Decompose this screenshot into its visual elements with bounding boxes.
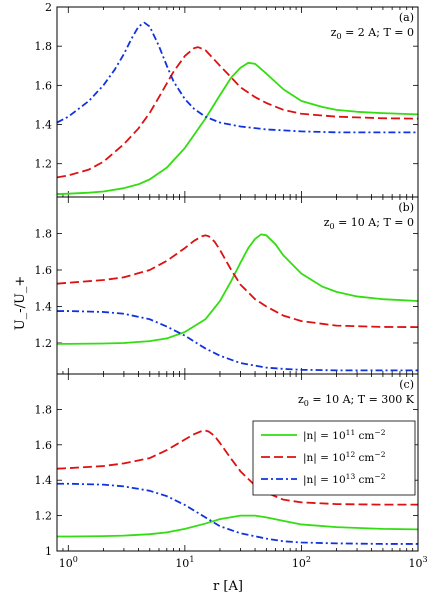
series-line-1 xyxy=(57,61,418,195)
panel-annotation: z0 = 10 A; T = 300 K xyxy=(298,393,415,408)
x-tick-label: 102 xyxy=(292,555,311,570)
panel-label: (a) xyxy=(399,11,414,24)
y-axis-label: U_-/U_+ xyxy=(13,276,28,331)
y-tick-label: 2 xyxy=(45,1,52,14)
y-tick-label: 1.4 xyxy=(35,474,53,487)
series-line-3 xyxy=(57,482,418,545)
y-tick-label: 1.6 xyxy=(35,264,53,277)
x-tick-labels: 100 101 102 103 xyxy=(59,555,428,570)
series-line-1 xyxy=(57,233,418,345)
panel-annotation: z0 = 2 A; T = 0 xyxy=(331,26,414,41)
y-tick-label: 1.6 xyxy=(35,439,53,452)
x-tick-label: 103 xyxy=(408,555,427,570)
y-tick-label: 1.4 xyxy=(35,300,53,313)
panel-annotation: z0 = 10 A; T = 0 xyxy=(324,216,414,231)
panel-label: (c) xyxy=(399,378,414,391)
legend-entry: |n| = 1012 cm−2 xyxy=(303,450,386,465)
y-tick-label: 1 xyxy=(45,545,52,558)
series-line-2 xyxy=(57,46,418,179)
panel-a: 1.2 1.4 1.6 1.8 2 (a) z0 = 2 A; T = 0 xyxy=(35,1,419,198)
legend-box xyxy=(252,420,416,496)
panel-label: (b) xyxy=(398,201,414,214)
legend-entry: |n| = 1011 cm−2 xyxy=(303,428,386,443)
legend: |n| = 1011 cm−2 |n| = 1012 cm−2 |n| = 1013… xyxy=(252,420,416,496)
legend-entry: |n| = 1013 cm−2 xyxy=(303,472,386,487)
panel-c: 1 1.2 1.4 1.6 1.8 (c) z0 = 10 A; T = 300 K xyxy=(35,373,419,558)
series-line-2 xyxy=(57,429,418,506)
y-tick-label: 1.4 xyxy=(35,119,53,132)
x-tick-label: 101 xyxy=(175,555,194,570)
y-tick-label: 1.6 xyxy=(35,79,53,92)
y-tick-label: 1.2 xyxy=(35,510,53,523)
y-tick-label: 1.8 xyxy=(35,40,53,53)
series-line-1 xyxy=(57,514,418,538)
series-line-2 xyxy=(57,234,418,328)
plot-frame xyxy=(56,373,419,552)
series-line-3 xyxy=(57,310,418,372)
x-tick-label: 100 xyxy=(59,555,78,570)
y-tick-label: 1.8 xyxy=(35,403,53,416)
panels: 1.2 1.4 1.6 1.8 2 (a) z0 = 2 A; T = 0 1.2 1.4 1.6… xyxy=(35,1,419,558)
panel-b: 1.2 1.4 1.6 1.8 (b) z0 = 10 A; T = 0 xyxy=(35,196,419,375)
series-line-3 xyxy=(57,21,418,134)
x-axis-label: r [A] xyxy=(213,579,243,594)
y-tick-label: 1.2 xyxy=(35,158,53,171)
y-tick-label: 1.2 xyxy=(35,337,53,350)
y-tick-label: 1.8 xyxy=(35,227,53,240)
